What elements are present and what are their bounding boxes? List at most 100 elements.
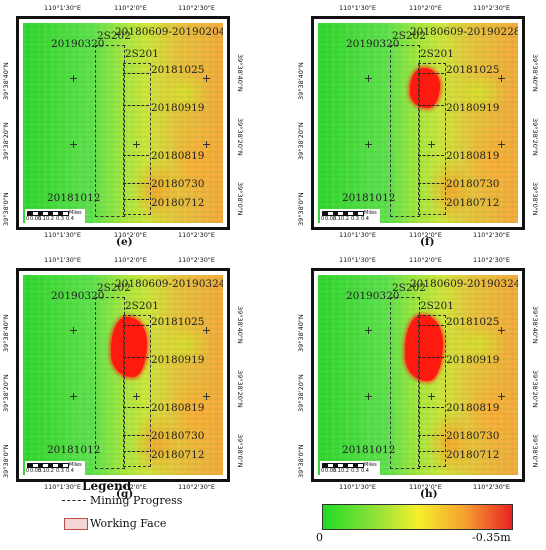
scale-units: Miles	[364, 462, 377, 468]
scale-tick-5: 0.4	[66, 468, 74, 474]
lon-tick-bottom-1: 110°1'30"E	[44, 483, 81, 491]
grid-cross	[133, 393, 140, 400]
grid-cross	[365, 393, 372, 400]
lon-tick-top-2: 110°2'0"E	[409, 256, 442, 264]
grid-cross	[203, 141, 210, 148]
date-label-1: 20181025	[446, 316, 500, 328]
face-2s202-label: 2S202	[392, 30, 426, 42]
date-label-2: 20180919	[151, 102, 205, 114]
scale-tick-5: 0.4	[361, 468, 369, 474]
lat-tick-left-2: 39°38'20"N	[2, 374, 10, 412]
map-frame: 20180609-20190324 2S202 2S201 20190320 2…	[311, 268, 525, 482]
lat-tick-right-3: 39°38'0"N	[531, 434, 539, 468]
scale-bar: Miles 0 0.05 0.1 0.2 0.3 0.4	[25, 461, 85, 475]
scale-tick-5: 0.4	[66, 216, 74, 222]
mining-progress-line-1	[418, 73, 444, 74]
mining-progress-swatch	[62, 500, 86, 501]
grid-cross	[70, 327, 77, 334]
subsidence-raster: 20180609-20190324 2S202 2S201 20190320 2…	[23, 275, 223, 475]
period-label: 20180609-20190204	[115, 26, 223, 38]
subsidence-max-zone	[405, 315, 443, 381]
mining-progress-line-5	[123, 451, 149, 452]
mining-progress-line-5	[418, 451, 444, 452]
date-label-4: 20180730	[446, 430, 500, 442]
legend-working-face-label: Working Face	[90, 517, 167, 530]
date-label-5: 20180712	[446, 449, 500, 461]
date-label-2: 20180919	[446, 102, 500, 114]
mining-progress-line-2	[123, 357, 149, 358]
mining-progress-line-4	[418, 183, 444, 184]
lon-tick-bottom-2: 110°2'0"E	[114, 483, 147, 491]
working-face-2s202	[95, 297, 125, 469]
grid-cross	[203, 327, 210, 334]
scale-tick-1: 0.05	[325, 468, 337, 474]
period-label: 20180609-20190324	[410, 278, 518, 290]
grid-cross	[70, 75, 77, 82]
grid-cross	[133, 141, 140, 148]
map-frame: 20180609-20190324 2S202 2S201 20190320 2…	[16, 268, 230, 482]
grid-cross	[428, 393, 435, 400]
lat-tick-left-2: 39°38'20"N	[2, 122, 10, 160]
scale-bar-segments	[27, 211, 69, 216]
working-face-2s201	[123, 63, 151, 215]
legend-mining-progress: Mining Progress	[62, 494, 182, 507]
scale-tick-5: 0.4	[361, 216, 369, 222]
date-label-5: 20180712	[151, 449, 205, 461]
mining-progress-line-1	[123, 73, 149, 74]
date-label-3: 20180819	[446, 150, 500, 162]
date-label-1: 20181025	[151, 316, 205, 328]
scale-tick-1: 0.05	[325, 216, 337, 222]
lat-tick-right-2: 39°38'20"N	[236, 118, 244, 156]
grid-cross	[70, 393, 77, 400]
lon-tick-top-2: 110°2'0"E	[114, 256, 147, 264]
scale-tick-3: 0.2	[341, 468, 349, 474]
scale-tick-2: 0.1	[333, 216, 341, 222]
mining-progress-line-4	[123, 435, 149, 436]
date-label-4: 20180730	[446, 178, 500, 190]
date-label-5: 20180712	[151, 197, 205, 209]
scale-tick-3: 0.2	[46, 216, 54, 222]
subsidence-raster: 20180609-20190324 2S202 2S201 20190320 2…	[318, 275, 518, 475]
lon-tick-bottom-3: 110°2'30"E	[178, 231, 215, 239]
date-label-1: 20181025	[446, 64, 500, 76]
date-label-3: 20180819	[446, 402, 500, 414]
lat-tick-right-1: 39°38'40"N	[236, 306, 244, 344]
lat-tick-left-2: 39°38'20"N	[297, 122, 305, 160]
scale-tick-4: 0.3	[56, 216, 64, 222]
lon-tick-top-3: 110°2'30"E	[473, 256, 510, 264]
date-label-bottom: 20181012	[342, 192, 396, 204]
scale-units: Miles	[69, 210, 82, 216]
mining-progress-line-3	[123, 407, 149, 408]
lat-tick-left-2: 39°38'20"N	[297, 374, 305, 412]
scale-tick-4: 0.3	[351, 216, 359, 222]
mining-progress-line-3	[418, 407, 444, 408]
caption-e: (e)	[116, 236, 133, 248]
legend-title: Legend	[82, 479, 132, 493]
map-panel-h: 110°1'30"E 110°2'0"E 110°2'30"E 39°38'40…	[295, 252, 541, 500]
scale-tick-1: 0.05	[30, 216, 42, 222]
lat-tick-left-3: 39°38'0"N	[297, 192, 305, 226]
mining-progress-line-5	[418, 199, 444, 200]
lat-tick-right-1: 39°38'40"N	[236, 54, 244, 92]
lon-tick-top-3: 110°2'30"E	[178, 4, 215, 12]
working-face-2s202	[390, 297, 420, 469]
mining-progress-line-4	[123, 183, 149, 184]
date-label-left: 20190320	[346, 290, 400, 302]
scale-tick-4: 0.3	[56, 468, 64, 474]
grid-cross	[365, 327, 372, 334]
face-2s202-label: 2S202	[392, 282, 426, 294]
lon-tick-top-1: 110°1'30"E	[339, 256, 376, 264]
period-label: 20180609-20190228	[410, 26, 518, 38]
lat-tick-right-2: 39°38'20"N	[531, 118, 539, 156]
mining-progress-line-1	[418, 325, 444, 326]
map-panel-f: 110°1'30"E 110°2'0"E 110°2'30"E 39°38'40…	[295, 0, 541, 248]
scale-bar: Miles 0 0.05 0.1 0.2 0.3 0.4	[320, 209, 380, 223]
face-2s202-label: 2S202	[97, 282, 131, 294]
grid-cross	[365, 75, 372, 82]
mining-progress-line-2	[123, 105, 149, 106]
date-label-left: 20190320	[51, 290, 105, 302]
scale-bar-segments	[322, 463, 364, 468]
scale-tick-0: 0	[26, 216, 30, 222]
mining-progress-line-5	[123, 199, 149, 200]
lat-tick-left-1: 39°38'40"N	[297, 62, 305, 100]
